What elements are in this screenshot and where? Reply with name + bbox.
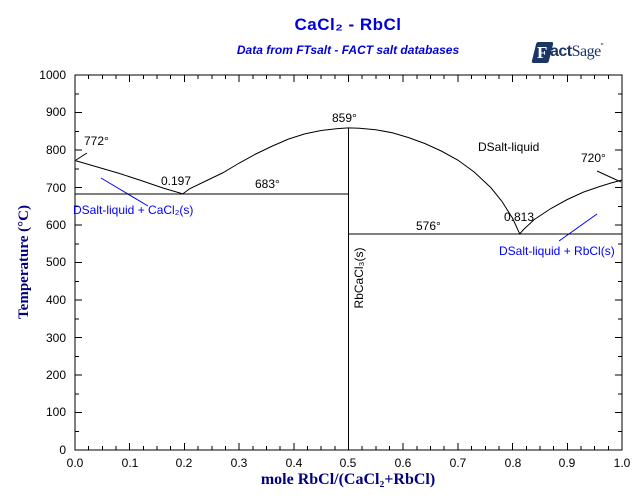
logo-sage-text: Sage [571,43,602,60]
leader-line-phase-right [558,213,598,242]
annotation-0.197: 0.197 [161,174,192,188]
leader-line-phase-left [100,177,149,207]
x-tick-label-0.7: 0.7 [449,456,467,470]
annotation-rbcacl3: RbCaCl₃(s) [352,247,366,309]
x-tick-label-1.0: 1.0 [613,456,631,470]
x-tick-label-0.5: 0.5 [339,456,357,470]
x-tick-label-0.4: 0.4 [285,456,303,470]
chart-title: CaCl₂ - RbCl [294,15,402,34]
x-tick-label-0.9: 0.9 [558,456,576,470]
y-tick-label-900: 900 [45,105,66,119]
x-tick-label-0.1: 0.1 [121,456,139,470]
annotation-dsalt-liquid: DSalt-liquid [478,140,540,154]
annotation-phase-dsalt-cacl2: DSalt-liquid + CaCl₂(s) [73,203,194,217]
y-tick-label-300: 300 [45,331,66,345]
y-tick-label-700: 700 [45,181,66,195]
x-axis-title: mole RbCl/(CaCl₂+RbCl) [260,471,436,488]
series-liquidus [74,127,623,235]
annotation-720: 720° [581,151,606,165]
annotation-576: 576° [416,219,441,233]
logo-fact-text: act [550,43,572,60]
leader-line-720 [596,170,622,183]
y-tick-label-600: 600 [45,218,66,232]
y-tick-label-100: 100 [45,405,66,419]
annotation-0.813: 0.813 [504,210,535,224]
x-tick-label-0.8: 0.8 [504,456,522,470]
annotation-683: 683° [255,177,280,191]
y-tick-label-1000: 1000 [39,68,66,82]
y-tick-label-500: 500 [45,255,66,269]
logo-trademark: ″ [600,41,604,51]
x-tick-label-0.3: 0.3 [230,456,248,470]
y-tick-label-200: 200 [45,368,66,382]
y-tick-label-0: 0 [59,443,66,457]
chart-subtitle: Data from FTsalt - FACT salt databases [236,43,460,57]
y-tick-label-400: 400 [45,293,66,307]
leader-line-772 [75,152,88,161]
annotation-phase-dsalt-rbcl: DSalt-liquid + RbCl(s) [499,244,615,258]
x-tick-label-0.2: 0.2 [175,456,193,470]
annotation-859: 859° [332,111,357,125]
y-tick-label-800: 800 [45,143,66,157]
annotation-772: 772° [84,134,109,148]
x-tick-label-0.0: 0.0 [66,456,84,470]
x-tick-label-0.6: 0.6 [394,456,412,470]
